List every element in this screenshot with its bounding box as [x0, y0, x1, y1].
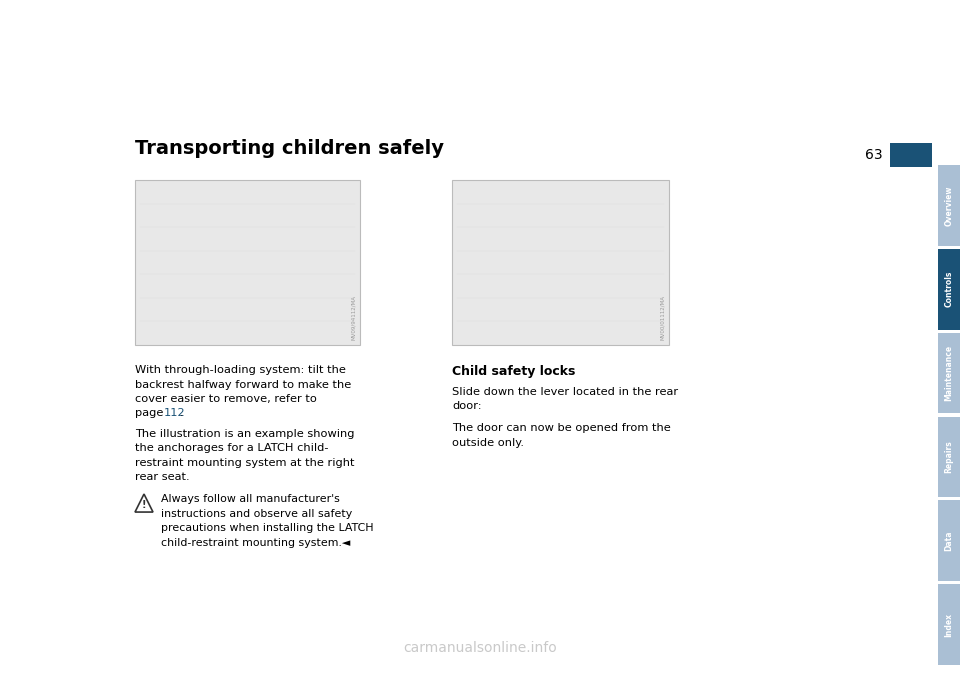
Text: 112: 112	[164, 409, 185, 418]
Text: restraint mounting system at the right: restraint mounting system at the right	[135, 458, 354, 468]
Text: precautions when installing the LATCH: precautions when installing the LATCH	[161, 523, 373, 533]
Text: Overview: Overview	[945, 185, 953, 226]
Text: Index: Index	[945, 613, 953, 637]
Bar	[938, 165, 960, 246]
Bar	[938, 500, 960, 581]
Text: !: !	[142, 500, 146, 511]
Text: backrest halfway forward to make the: backrest halfway forward to make the	[135, 380, 351, 389]
Text: Maintenance: Maintenance	[945, 345, 953, 401]
Bar	[452, 180, 669, 345]
Text: With through-loading system: tilt the: With through-loading system: tilt the	[135, 365, 346, 375]
Text: Data: Data	[945, 530, 953, 551]
Bar	[938, 416, 960, 498]
Bar	[135, 180, 360, 345]
Text: Slide down the lever located in the rear: Slide down the lever located in the rear	[452, 386, 678, 397]
Text: MV09/94112/MA: MV09/94112/MA	[351, 295, 356, 340]
Text: Always follow all manufacturer's: Always follow all manufacturer's	[161, 494, 340, 504]
Text: instructions and observe all safety: instructions and observe all safety	[161, 508, 352, 519]
Text: the anchorages for a LATCH child-: the anchorages for a LATCH child-	[135, 443, 328, 454]
Text: rear seat.: rear seat.	[135, 473, 190, 482]
Text: MV00/01112/MA: MV00/01112/MA	[660, 295, 665, 340]
Bar	[938, 249, 960, 330]
Bar	[938, 584, 960, 665]
Text: The door can now be opened from the: The door can now be opened from the	[452, 423, 671, 433]
Text: Controls: Controls	[945, 271, 953, 307]
Text: outside only.: outside only.	[452, 437, 524, 447]
Text: child-restraint mounting system.◄: child-restraint mounting system.◄	[161, 538, 350, 548]
Text: Child safety locks: Child safety locks	[452, 365, 575, 378]
Text: carmanualsonline.info: carmanualsonline.info	[403, 641, 557, 655]
Text: 63: 63	[865, 148, 883, 162]
Text: door:: door:	[452, 401, 482, 412]
Text: .: .	[180, 409, 183, 418]
Text: cover easier to remove, refer to: cover easier to remove, refer to	[135, 394, 317, 404]
Bar	[890, 143, 932, 167]
Text: The illustration is an example showing: The illustration is an example showing	[135, 428, 354, 439]
Bar	[938, 333, 960, 414]
Text: Repairs: Repairs	[945, 441, 953, 473]
Text: Transporting children safely: Transporting children safely	[135, 139, 444, 158]
Text: page: page	[135, 409, 167, 418]
